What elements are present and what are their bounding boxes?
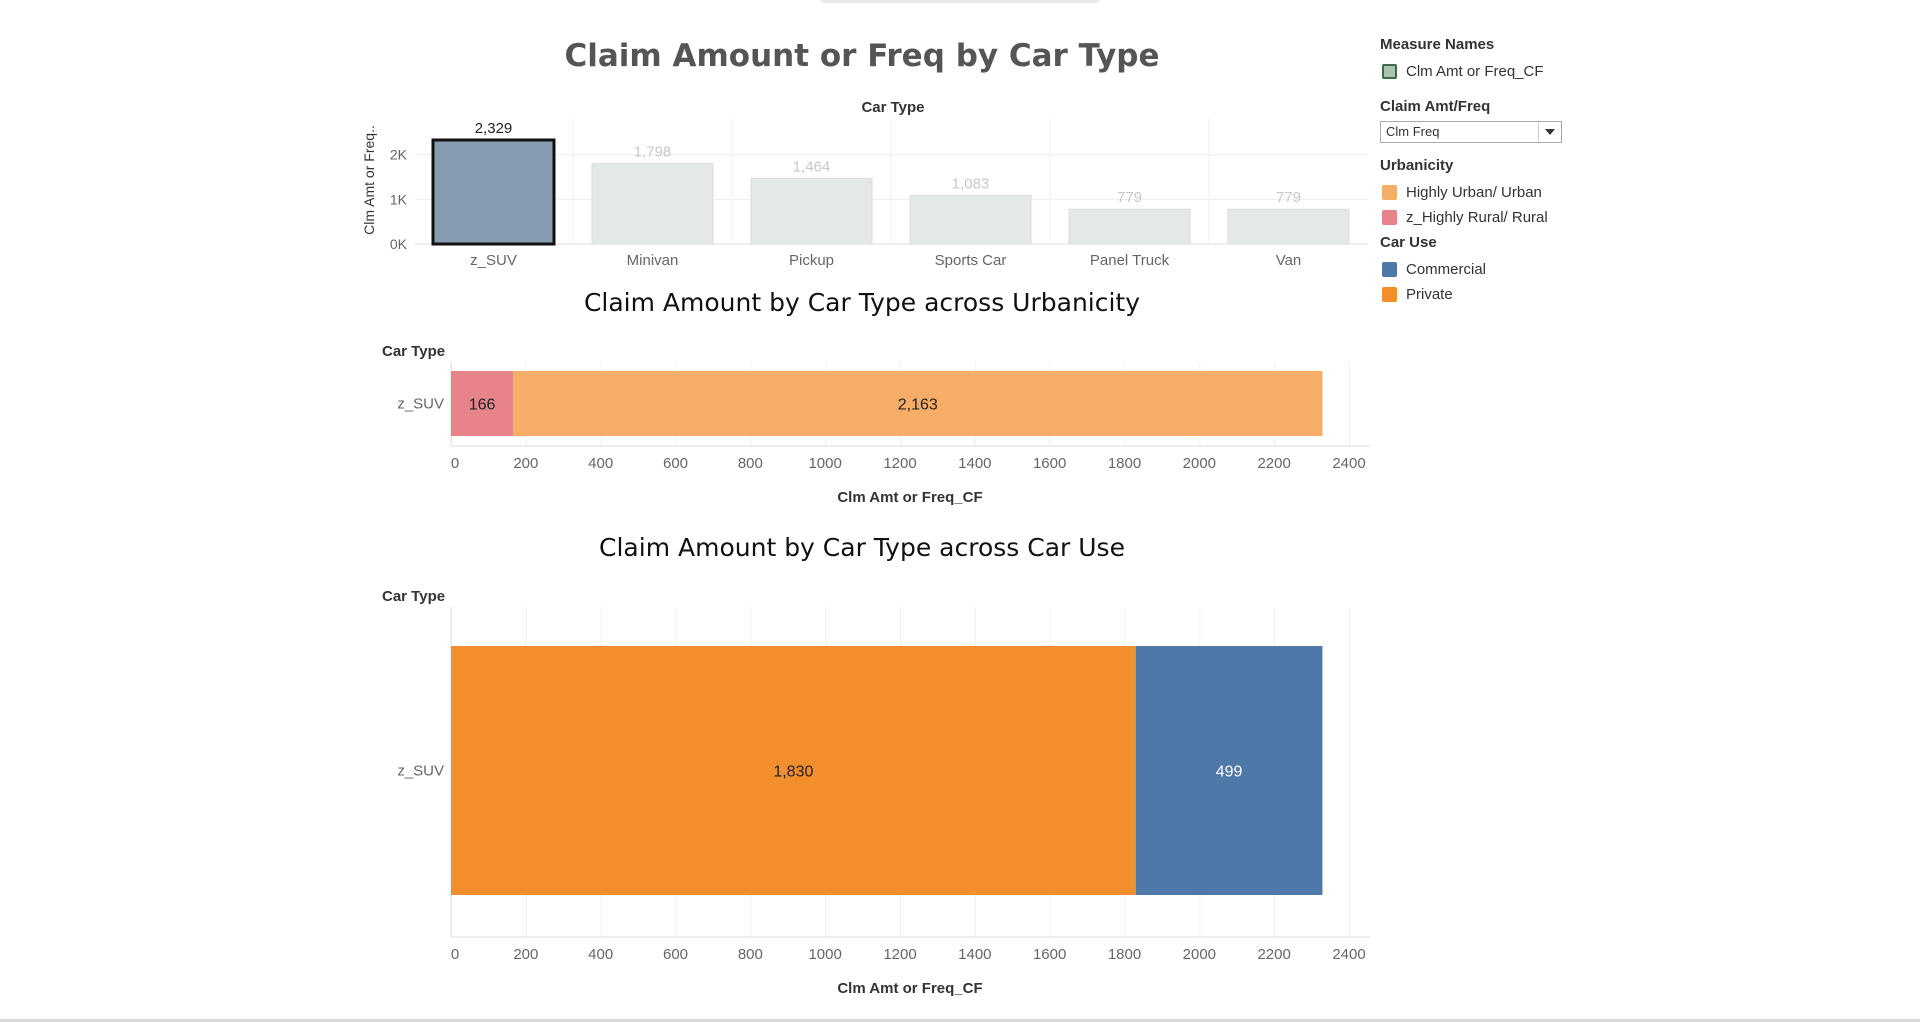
x-tick-label: 1000	[808, 946, 841, 963]
bar-value-label: 779	[1276, 189, 1301, 206]
filter-title: Claim Amt/Freq	[1380, 98, 1491, 115]
x-tick-label: 600	[663, 946, 688, 963]
bar-value-label: 1,464	[793, 159, 831, 176]
legend-swatch	[1382, 210, 1397, 225]
legend-item-label: z_Highly Rural/ Rural	[1406, 209, 1548, 226]
bar-segment-commercial	[1135, 646, 1323, 895]
x-tick-label: 600	[663, 455, 688, 472]
bar-value-label: 1,083	[952, 176, 990, 193]
x-tick-label: 400	[588, 946, 613, 963]
legend-swatch	[1382, 287, 1397, 302]
x-tick-label: 2000	[1183, 946, 1216, 963]
x-tick-label: 1600	[1033, 946, 1066, 963]
segment-value-label: 1,830	[773, 764, 813, 781]
x-tick-label: 1800	[1108, 946, 1141, 963]
bar-sports-car	[909, 195, 1032, 245]
x-axis-title: Clm Amt or Freq_CF	[837, 980, 982, 997]
x-tick-label: 0	[451, 946, 459, 963]
x-tick-label: 2200	[1257, 455, 1290, 472]
segment-value-label: 499	[1216, 764, 1243, 781]
claim-amt-freq-dropdown[interactable]: Clm Freq	[1380, 121, 1562, 143]
y-tick-label: 0K	[390, 236, 408, 252]
x-tick-label: z_SUV	[470, 252, 517, 269]
x-tick-label: Pickup	[789, 252, 834, 269]
measure-names-legend: Measure Names Clm Amt or Freq_CF	[1380, 36, 1580, 84]
legend-swatch	[1382, 185, 1397, 200]
x-tick-label: 1800	[1108, 455, 1141, 472]
urbanicity-chart-title: Claim Amount by Car Type across Urbanici…	[583, 288, 1141, 317]
legend-item-label: Highly Urban/ Urban	[1406, 184, 1542, 201]
legend-item-private[interactable]: Private	[1380, 282, 1580, 307]
bar-minivan	[591, 163, 714, 245]
x-tick-label: 0	[451, 455, 459, 472]
dashboard-title: Claim Amount or Freq by Car Type	[564, 38, 1160, 74]
car-use-legend-title: Car Use	[1380, 234, 1437, 251]
y-header-car-type: Car Type	[382, 588, 445, 605]
x-tick-label: 2400	[1332, 455, 1365, 472]
x-tick-label: 1200	[883, 455, 916, 472]
chevron-down-icon[interactable]	[1538, 122, 1561, 142]
x-header-car-type: Car Type	[861, 99, 924, 116]
legend-panel: Measure Names Clm Amt or Freq_CF Claim A…	[1380, 36, 1580, 321]
bar-value-label: 2,329	[475, 120, 513, 137]
x-tick-label: 800	[738, 946, 763, 963]
x-tick-label: 1600	[1033, 455, 1066, 472]
x-tick-label: 1000	[808, 455, 841, 472]
x-tick-label: Van	[1276, 252, 1302, 269]
urbanicity-legend: Urbanicity Highly Urban/ Urban z_Highly …	[1380, 157, 1580, 230]
x-tick-label: Panel Truck	[1090, 252, 1170, 269]
measure-names-legend-title: Measure Names	[1380, 36, 1495, 53]
y-tick-label: z_SUV	[397, 763, 444, 780]
legend-swatch	[1382, 64, 1397, 79]
x-tick-label: 200	[513, 455, 538, 472]
x-tick-label: 2200	[1257, 946, 1290, 963]
car-use-legend: Car Use Commercial Private	[1380, 234, 1580, 307]
car-use-chart-title: Claim Amount by Car Type across Car Use	[599, 533, 1125, 562]
legend-item-commercial[interactable]: Commercial	[1380, 257, 1580, 282]
bar-segment-z-highly-rural-rural	[451, 371, 514, 436]
legend-item-highly-urban[interactable]: Highly Urban/ Urban	[1380, 180, 1580, 205]
dropdown-value: Clm Freq	[1386, 124, 1440, 139]
segment-value-label: 2,163	[898, 397, 938, 414]
legend-item-label: Private	[1406, 286, 1453, 303]
x-tick-label: 1400	[958, 946, 991, 963]
top-tab-handle	[820, 0, 1100, 3]
bar-van	[1227, 208, 1350, 245]
bar-segment-highly-urban-urban	[513, 371, 1323, 436]
x-axis-title: Clm Amt or Freq_CF	[837, 489, 982, 506]
legend-swatch	[1382, 262, 1397, 277]
legend-item-label: Commercial	[1406, 261, 1487, 278]
x-tick-label: 200	[513, 946, 538, 963]
x-tick-label: 1200	[883, 946, 916, 963]
bar-segment-private	[451, 646, 1136, 895]
x-tick-label: 2000	[1183, 455, 1216, 472]
y-axis-title: Clm Amt or Freq..	[361, 125, 377, 235]
bar-value-label: 779	[1117, 189, 1142, 206]
bar-panel-truck	[1068, 208, 1191, 245]
y-tick-label: z_SUV	[397, 396, 444, 413]
bottom-border	[0, 1019, 1920, 1022]
bar-z-suv	[431, 138, 556, 246]
claim-amt-freq-filter: Claim Amt/Freq Clm Freq	[1380, 98, 1580, 143]
legend-item-highly-rural[interactable]: z_Highly Rural/ Rural	[1380, 205, 1580, 230]
legend-item-label: Clm Amt or Freq_CF	[1406, 63, 1544, 80]
x-tick-label: 2400	[1332, 946, 1365, 963]
segment-value-label: 166	[469, 397, 496, 414]
x-tick-label: 800	[738, 455, 763, 472]
y-tick-label: 2K	[390, 147, 408, 163]
x-tick-label: Minivan	[627, 252, 679, 269]
x-tick-label: Sports Car	[935, 252, 1007, 269]
x-tick-label: 1400	[958, 455, 991, 472]
bar-pickup	[750, 178, 873, 245]
legend-item-clm-amt-or-freq[interactable]: Clm Amt or Freq_CF	[1380, 59, 1580, 84]
y-tick-label: 1K	[390, 191, 408, 207]
urbanicity-legend-title: Urbanicity	[1380, 157, 1454, 174]
bar-value-label: 1,798	[634, 144, 672, 161]
x-tick-label: 400	[588, 455, 613, 472]
y-header-car-type: Car Type	[382, 343, 445, 360]
